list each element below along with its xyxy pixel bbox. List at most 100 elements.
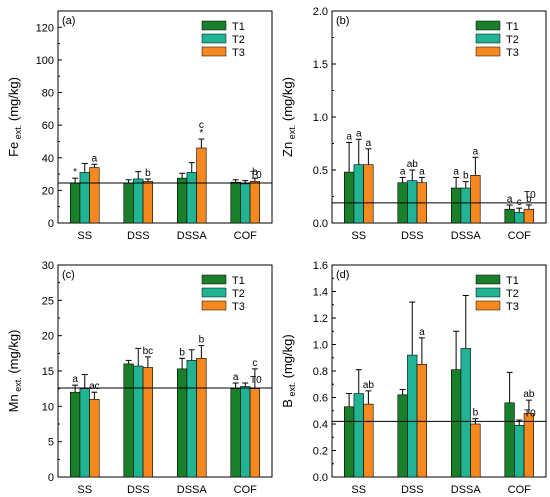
- bar-t3: [249, 388, 260, 478]
- legend-label: T3: [506, 301, 519, 313]
- bar-t1: [123, 363, 134, 478]
- significance-label: b: [463, 171, 469, 182]
- y-tick-label: 0: [48, 218, 54, 230]
- bar-t2: [186, 360, 197, 478]
- legend-swatch-t1: [201, 274, 227, 285]
- x-category-label: SS: [77, 484, 92, 496]
- significance-label: a: [233, 372, 239, 383]
- y-tick-label: 40: [42, 153, 54, 165]
- significance-label: a: [453, 166, 459, 177]
- significance-label: a: [366, 138, 372, 149]
- y-axis-label: B ext. (mg/kg): [280, 334, 297, 407]
- y-tick-label: 30: [42, 260, 54, 272]
- y-tick-label: 0.8: [313, 366, 328, 378]
- significance-label: ac: [89, 381, 100, 392]
- y-tick-label: 120: [36, 22, 54, 34]
- y-tick-label: 80: [42, 88, 54, 100]
- significance-label: a: [72, 374, 78, 385]
- y-axis-label: Fe ext. (mg/kg): [6, 77, 23, 157]
- y-tick-label: 1.5: [313, 59, 328, 71]
- legend-swatch-t3: [201, 300, 227, 311]
- y-axis-label: Mn ext. (mg/kg): [6, 330, 23, 413]
- panel-label: (c): [62, 269, 75, 281]
- significance-label: ab: [523, 389, 535, 400]
- bar-t3: [523, 208, 534, 224]
- x-category-label: DSSA: [177, 484, 208, 496]
- bar-t3: [142, 367, 153, 478]
- x-category-label: SS: [351, 230, 366, 242]
- legend-swatch-t2: [475, 287, 501, 298]
- bar-t3: [416, 364, 427, 478]
- significance-label: ab: [407, 159, 419, 170]
- legend-swatch-t1: [475, 20, 501, 31]
- legend-swatch-t3: [201, 46, 227, 57]
- bar-t1: [70, 391, 81, 478]
- y-tick-label: 0: [48, 472, 54, 484]
- y-axis-label: Zn ext. (mg/kg): [280, 77, 297, 157]
- significance-label: a: [419, 166, 425, 177]
- legend-label: T1: [232, 275, 245, 287]
- legend-label: T3: [232, 47, 245, 59]
- bar-t1: [451, 187, 462, 224]
- significance-label: b: [179, 347, 185, 358]
- significance-label: a: [346, 131, 352, 142]
- y-tick-label: 10: [42, 401, 54, 413]
- bar-t2: [79, 388, 90, 478]
- significance-label: b: [526, 194, 532, 205]
- significance-label: *: [199, 128, 203, 139]
- legend-label: T1: [506, 21, 519, 33]
- reference-line-label: T0: [524, 190, 536, 201]
- bar-t3: [363, 403, 374, 478]
- bar-t2: [460, 187, 471, 224]
- significance-label: a: [419, 327, 425, 338]
- y-tick-label: 20: [42, 331, 54, 343]
- bar-t2: [353, 164, 364, 224]
- reference-line-label: T0: [250, 170, 262, 181]
- bar-t2: [133, 365, 144, 478]
- bar-t2: [79, 172, 90, 224]
- bar-t1: [70, 182, 81, 224]
- y-tick-label: 60: [42, 120, 54, 132]
- legend-swatch-t3: [475, 46, 501, 57]
- panel-label: (d): [336, 269, 349, 281]
- x-category-label: COF: [234, 484, 258, 496]
- significance-label: ab: [363, 380, 375, 391]
- y-tick-label: 0.2: [313, 446, 328, 458]
- legend-label: T3: [232, 301, 245, 313]
- y-tick-label: 0.5: [313, 165, 328, 177]
- bar-t2: [407, 180, 418, 224]
- y-tick-label: 25: [42, 295, 54, 307]
- legend-label: T2: [506, 34, 519, 46]
- legend-swatch-t1: [201, 20, 227, 31]
- x-category-label: SS: [351, 484, 366, 496]
- bar-t3: [142, 181, 153, 224]
- legend-swatch-t2: [475, 33, 501, 44]
- bar-t3: [196, 357, 207, 478]
- plot-frame: [57, 10, 273, 224]
- bar-t2: [407, 354, 418, 478]
- y-tick-label: 1.0: [313, 112, 328, 124]
- significance-label: a: [356, 128, 362, 139]
- legend-swatch-t1: [475, 274, 501, 285]
- x-category-label: COF: [234, 230, 258, 242]
- bar-t2: [460, 348, 471, 478]
- bar-t1: [230, 181, 241, 224]
- bar-t3: [523, 413, 534, 478]
- significance-label: c: [199, 120, 204, 131]
- bar-t1: [344, 171, 355, 224]
- chart-panel-4: 0.0 0.2 0.4 0.6 0.8 1.0 1.2 1.4 1.6 B ext. (mg/kg…: [280, 260, 547, 496]
- significance-label: b: [252, 167, 258, 178]
- bar-t2: [186, 172, 197, 224]
- legend-label: T1: [506, 275, 519, 287]
- significance-label: b: [199, 335, 205, 346]
- y-tick-label: 20: [42, 185, 54, 197]
- legend-label: T2: [506, 288, 519, 300]
- significance-label: bc: [143, 346, 154, 357]
- y-tick-label: 1.0: [313, 340, 328, 352]
- y-tick-label: 0.0: [313, 218, 328, 230]
